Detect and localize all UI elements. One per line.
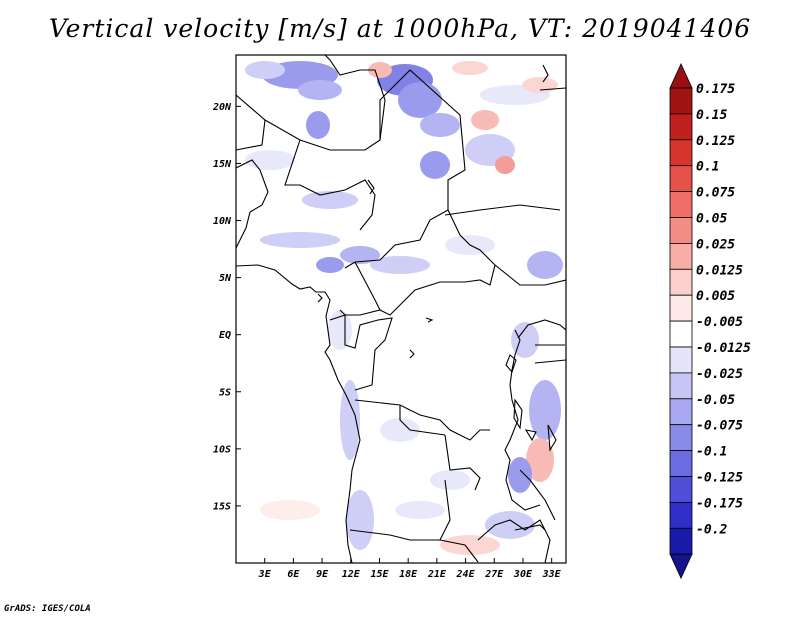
lon-tick-label: 15E [370,569,389,580]
colorbar-swatch [669,398,693,426]
colorbar-swatch [669,346,693,374]
lat-tick-label: 5N [219,273,232,284]
colorbar-swatch [669,268,693,296]
lat-tick-label: 10S [213,444,231,455]
colorbar-label: 0.1 [696,160,719,175]
lon-tick-label: 24E [456,569,476,580]
colorbar-label: 0.125 [696,134,735,149]
lat-tick-label: 5S [219,387,231,398]
lon-tick-label: 12E [342,569,361,580]
colorbar: 0.175 0.15 0.125 0.1 0.075 0.05 0.025 0.0125 0.0… [669,63,751,580]
longitude-axis: 3E 6E 9E 12E 15E 18E 21E 24E 27E 30E 33E [258,558,562,580]
colorbar-swatch [669,476,693,503]
colorbar-label: 0.15 [696,108,727,123]
colorbar-label: -0.2 [696,522,727,537]
map-frame [235,54,567,564]
colorbar-swatch [669,372,693,400]
vertical-velocity-field [245,61,563,555]
colorbar-swatch [669,294,693,322]
lat-tick-label: 20N [212,102,232,113]
colorbar-label: 0.05 [696,212,727,227]
colorbar-label: 0.075 [696,186,735,201]
lat-tick-label: EQ [219,330,231,341]
lon-tick-label: 3E [258,569,272,580]
colorbar-label: 0.175 [696,82,735,97]
colorbar-label: 0.025 [696,237,735,252]
colorbar-label: -0.075 [696,419,743,434]
lon-tick-label: 30E [513,569,533,580]
colorbar-swatch [669,191,693,218]
colorbar-swatch [669,113,693,141]
colorbar-label: -0.125 [696,471,743,486]
lon-tick-label: 6E [287,569,300,580]
colorbar-swatch [669,87,693,115]
colorbar-swatch [669,450,693,477]
colorbar-label: -0.05 [696,393,735,408]
lon-tick-label: 21E [427,569,447,580]
colorbar-label: 0.0125 [696,263,743,278]
colorbar-top-arrow [669,63,693,89]
colorbar-label: -0.025 [696,367,743,382]
lon-tick-label: 33E [542,569,562,580]
map-area [236,55,566,563]
grads-credit: GrADS: IGES/COLA [4,604,91,614]
lat-tick-label: 15N [213,159,232,170]
colorbar-swatch [669,527,693,555]
map-boundaries [236,55,566,563]
colorbar-swatch [669,320,693,348]
colorbar-label: 0.005 [696,289,735,304]
chart-title: Vertical velocity [m/s] at 1000hPa, VT: … [48,14,752,43]
colorbar-label: -0.175 [696,496,743,511]
lat-tick-label: 15S [213,501,231,512]
latitude-axis: 20N 15N 10N 5N EQ 5S 10S 15S [212,102,241,512]
lon-tick-label: 27E [484,569,504,580]
colorbar-label: -0.1 [696,445,727,460]
colorbar-swatch [669,217,693,244]
colorbar-swatch [669,501,693,529]
lat-tick-label: 10N [213,216,232,227]
lon-tick-label: 9E [316,569,329,580]
colorbar-label: -0.005 [696,315,743,330]
colorbar-swatch [669,242,693,270]
lon-tick-label: 18E [399,569,418,580]
colorbar-label: -0.0125 [696,341,751,356]
colorbar-swatch [669,165,693,192]
colorbar-bottom-arrow [669,553,693,580]
colorbar-swatch [669,139,693,167]
colorbar-swatch [669,424,693,452]
